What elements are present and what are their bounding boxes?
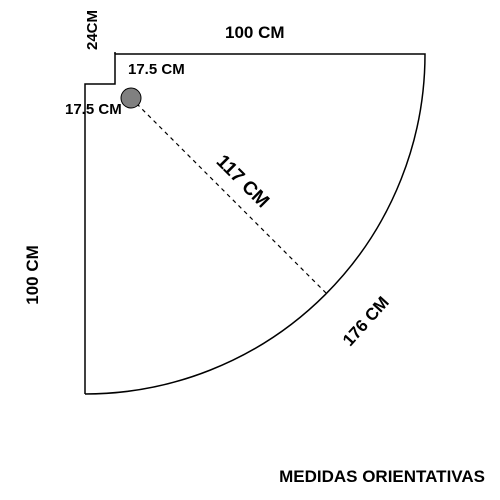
label-left-edge: 100 CM (23, 245, 42, 305)
label-inner-left: 17.5 CM (65, 101, 122, 118)
pivot-circle (121, 88, 141, 108)
label-inner-top: 17.5 CM (128, 61, 185, 78)
radius-line (131, 98, 326, 293)
label-arc: 176 CM (339, 293, 393, 350)
label-cut-top: 24CM (84, 10, 101, 50)
caption: MEDIDAS ORIENTATIVAS (279, 467, 485, 486)
label-radius: 117 CM (212, 151, 273, 212)
label-top-edge: 100 CM (225, 23, 285, 42)
